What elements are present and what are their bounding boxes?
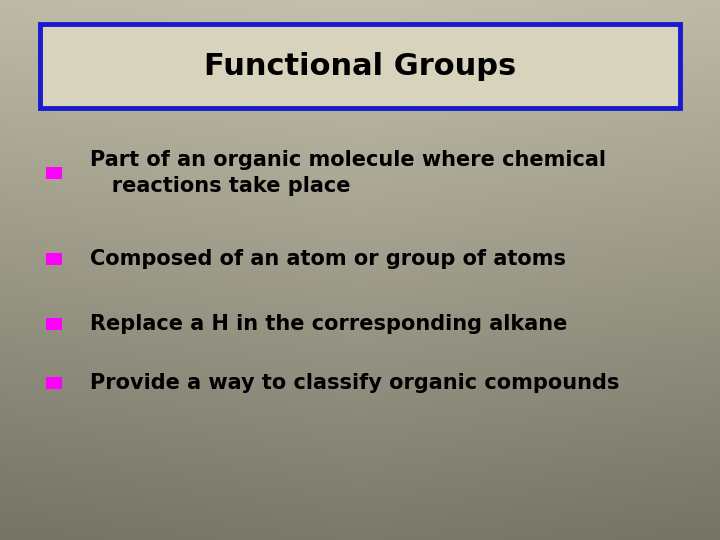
FancyBboxPatch shape [46, 377, 62, 389]
Text: Provide a way to classify organic compounds: Provide a way to classify organic compou… [90, 373, 619, 394]
FancyBboxPatch shape [46, 167, 62, 179]
FancyBboxPatch shape [46, 318, 62, 330]
FancyBboxPatch shape [46, 253, 62, 265]
Text: Composed of an atom or group of atoms: Composed of an atom or group of atoms [90, 249, 566, 269]
Text: Part of an organic molecule where chemical
   reactions take place: Part of an organic molecule where chemic… [90, 150, 606, 196]
FancyBboxPatch shape [40, 24, 680, 108]
Text: Replace a H in the corresponding alkane: Replace a H in the corresponding alkane [90, 314, 567, 334]
Text: Functional Groups: Functional Groups [204, 52, 516, 81]
